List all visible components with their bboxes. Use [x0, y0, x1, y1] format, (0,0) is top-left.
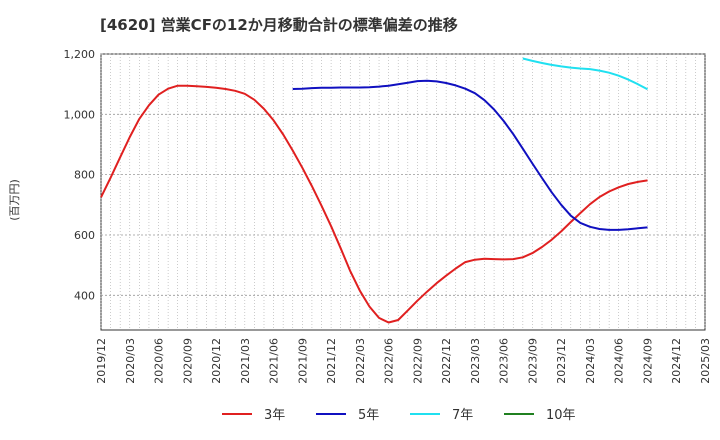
x-tick-label: 2023/03	[469, 338, 482, 384]
legend-label: 3年	[264, 408, 285, 423]
x-tick-label: 2024/03	[584, 338, 597, 384]
x-tick-label: 2024/09	[641, 338, 654, 384]
x-tick-label: 2020/12	[210, 338, 223, 384]
chart-title: [4620] 営業CFの12か月移動合計の標準偏差の推移	[100, 16, 458, 34]
y-axis-label: (百万円)	[8, 179, 21, 221]
x-tick-label: 2022/06	[383, 338, 396, 384]
legend-label: 10年	[546, 408, 576, 423]
series-line-3年	[100, 84, 648, 324]
x-tick-label: 2021/06	[268, 338, 281, 384]
y-tick-label: 600	[74, 229, 95, 242]
x-tick-label: 2021/12	[325, 338, 338, 384]
y-tick-label: 1,200	[64, 48, 96, 61]
y-tick-label: 1,000	[64, 108, 96, 121]
legend-label: 5年	[358, 408, 379, 423]
x-tick-label: 2019/12	[95, 338, 108, 384]
x-tick-label: 2024/12	[670, 338, 683, 384]
x-tick-label: 2020/09	[181, 338, 194, 384]
series-line-7年	[522, 57, 648, 91]
plot-area: 400 600 800 1,000 1,200 2019/12 2020/03 2020/06…	[64, 48, 713, 384]
x-tick-label: 2022/03	[354, 338, 367, 384]
x-tick-label: 2023/12	[555, 338, 568, 384]
series-line-5年	[292, 79, 648, 231]
x-tick-label: 2023/06	[498, 338, 511, 384]
plot-frame	[100, 53, 706, 331]
x-tick-label: 2023/09	[526, 338, 539, 384]
y-tick-label: 400	[74, 289, 95, 302]
x-tick-label: 2020/03	[124, 338, 137, 384]
x-tick-label: 2021/03	[239, 338, 252, 384]
legend: 3年 5年 7年 10年	[222, 408, 576, 423]
y-tick-label: 800	[74, 169, 95, 182]
x-tick-label: 2025/03	[699, 338, 712, 384]
x-tick-label: 2024/06	[613, 338, 626, 384]
x-tick-label: 2022/09	[411, 338, 424, 384]
x-tick-label: 2020/06	[153, 338, 166, 384]
legend-label: 7年	[452, 408, 473, 423]
x-tick-label: 2022/12	[440, 338, 453, 384]
x-tick-label: 2021/09	[296, 338, 309, 384]
